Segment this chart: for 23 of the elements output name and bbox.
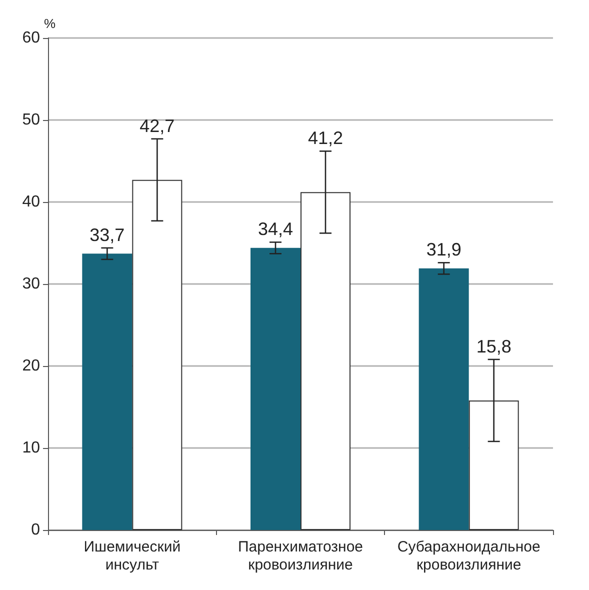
bar — [132, 180, 182, 530]
data-label: 42,7 — [140, 116, 175, 136]
x-tick-label: Паренхиматозное кровоизлияние — [238, 538, 364, 574]
x-tick-label: Ишемический инсульт — [84, 538, 181, 574]
bar — [468, 400, 519, 530]
y-tick-label: 60 — [22, 30, 40, 46]
data-label: 15,8 — [476, 336, 512, 356]
data-label: 34,4 — [258, 219, 294, 240]
y-tick-label: 40 — [22, 194, 40, 210]
bar — [418, 268, 469, 530]
bar — [82, 254, 132, 530]
bar — [250, 248, 300, 530]
y-tick-label: 10 — [22, 440, 40, 456]
y-tick-label: 20 — [22, 358, 40, 374]
y-tick-label: 50 — [22, 112, 40, 128]
y-tick-label: 0 — [31, 522, 40, 538]
bar — [300, 192, 350, 530]
x-tick-label: Субарахноидальное кровоизлияние — [397, 538, 540, 574]
data-label: 33,7 — [90, 224, 125, 245]
y-tick-label: 30 — [22, 276, 40, 292]
y-axis-title: % — [44, 16, 56, 31]
data-label: 41,2 — [308, 128, 344, 148]
data-label: 31,9 — [426, 240, 462, 260]
